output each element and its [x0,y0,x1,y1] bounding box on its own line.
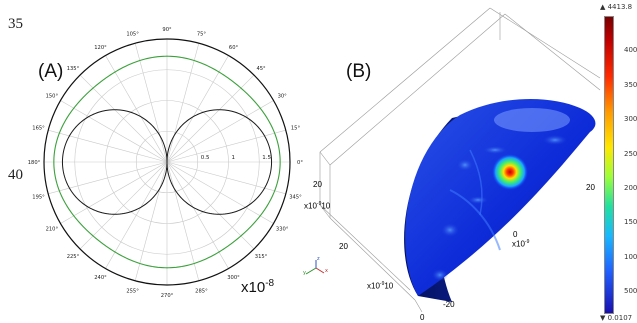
z-tick-20-top: 20 [313,180,322,189]
polar-curves [53,55,281,269]
field-features [432,135,567,281]
polar-spoke-165 [48,129,168,163]
y-tick-10: x10-910 [367,281,394,291]
angle-label: 210° [46,227,59,233]
angle-label: 135° [67,66,80,72]
colorbar-tick-500: 500 [624,287,637,295]
angle-label: 165° [32,126,45,132]
polar-spoke-135 [79,74,168,163]
polar-spoke-255 [134,161,168,281]
colorbar [604,16,614,314]
angle-label: 75° [197,32,207,38]
panel-b-label: (B) [346,61,372,82]
colorbar-tick-3000: 3000 [624,115,637,123]
angle-label: 120° [94,45,107,51]
polar-spoke-330 [166,161,274,224]
z-tick-20-bottom: 20 [339,242,348,251]
polar-spoke-285 [166,161,200,281]
angle-label: 60° [229,45,239,51]
polar-spoke-150 [60,100,168,163]
colorbar-max-label: ▲ 4413.8 [600,3,633,11]
angle-label: 45° [256,66,266,72]
radial-label: 0.5 [201,155,210,161]
angle-label: 255° [126,288,139,294]
x-tick-0: 0 [513,230,518,239]
colorbar-tick-2500: 2500 [624,150,637,158]
line-number-40: 40 [8,167,23,183]
colorbar-tick-4000: 4000 [624,46,637,54]
svg-text:y: y [303,270,306,276]
polar-spoke-75 [166,43,200,163]
z-tick-10: x10-910 [304,201,331,211]
polar-grid [43,38,291,286]
dipole-pattern-curve [61,109,273,215]
polar-angle-labels: 0° 15° 30° 45° 60° 75° 90° 105° 120° 135° 150° 165°… [28,27,304,299]
angle-label: 30° [278,94,288,100]
angle-label: 345° [289,194,302,200]
angle-label: 150° [46,94,59,100]
polar-outer-circle [43,38,291,286]
polar-spoke-60 [166,55,229,163]
polar-spoke-300 [166,161,229,269]
panel-a-label: (A) [38,61,64,82]
dome-surface [405,98,596,296]
y-tick-0: 0 [420,313,425,322]
polar-spoke-105 [134,43,168,163]
angle-label: 15° [291,126,301,132]
angle-label: 300° [227,275,240,281]
colorbar-tick-1500: 1500 [624,218,637,226]
radial-label: 1.5 [262,155,271,161]
angle-label: 315° [255,254,268,260]
polar-spoke-120 [105,55,168,163]
angle-label: 195° [32,194,45,200]
svg-text:z: z [317,256,320,262]
polar-spoke-15 [166,129,286,163]
polar-spoke-345 [166,161,286,195]
colorbar-min-label: ▼ 0.0107 [600,314,633,322]
angle-label: 240° [94,275,107,281]
svg-text:x: x [325,268,328,274]
green-pattern-curve [53,55,281,269]
line-number-35: 35 [8,16,23,32]
colorbar-tick-2000: 2000 [624,184,637,192]
angle-label: 105° [126,32,139,38]
colorbar-tick-3500: 3500 [624,81,637,89]
field-3d-plot: y x z [303,7,601,313]
angle-label: 0° [297,160,303,166]
angle-label: 90° [162,27,172,33]
angle-label: 225° [67,254,80,260]
axis-triad-icon: y x z [303,256,328,276]
angle-label: 330° [276,227,289,233]
x-tick-20: 20 [586,183,595,192]
y-tick-neg20: -20 [443,300,455,309]
polar-spoke-210 [60,161,168,224]
colorbar-tick-1000: 1000 [624,253,637,261]
polar-spoke-45 [166,74,255,163]
angle-label: 270° [161,293,174,299]
angle-label: 180° [28,160,41,166]
polar-spoke-195 [48,161,168,195]
angle-label: 285° [195,288,208,294]
polar-spoke-225 [79,161,168,250]
scale-factor-label: x10-8 [241,278,275,296]
bounding-box-wireframe [319,7,601,313]
field-hotspot [492,154,528,190]
x-tick-exp: x10-9 [512,239,530,249]
polar-spoke-240 [105,161,168,269]
polar-spoke-315 [166,161,255,250]
polar-plot: 0° 15° 30° 45° 60° 75° 90° 105° 120° 135° 150° 165°… [28,27,304,299]
polar-spoke-30 [166,100,274,163]
radial-label: 1 [232,155,236,161]
